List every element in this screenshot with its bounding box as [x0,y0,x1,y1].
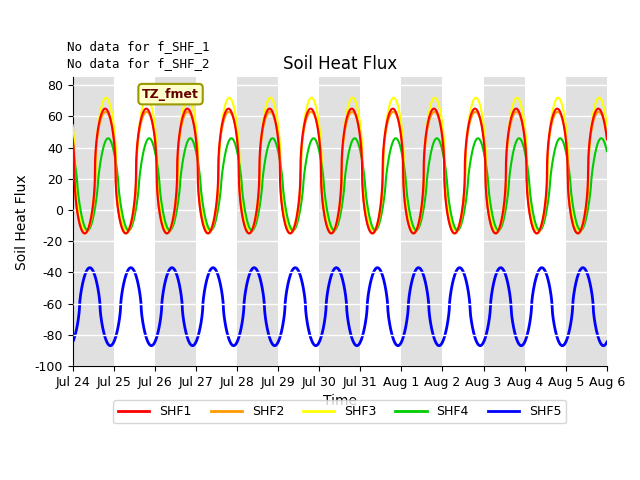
Text: No data for f_SHF_2: No data for f_SHF_2 [67,57,210,70]
Title: Soil Heat Flux: Soil Heat Flux [283,55,397,73]
Legend: SHF1, SHF2, SHF3, SHF4, SHF5: SHF1, SHF2, SHF3, SHF4, SHF5 [113,400,566,423]
Bar [401,77,442,366]
Bar [237,77,278,366]
Text: No data for f_SHF_1: No data for f_SHF_1 [67,40,210,53]
Y-axis label: Soil Heat Flux: Soil Heat Flux [15,174,29,269]
Text: TZ_fmet: TZ_fmet [142,88,199,101]
X-axis label: Time: Time [323,394,356,408]
Bar [73,77,114,366]
Bar [484,77,525,366]
Bar [319,77,360,366]
Bar [566,77,607,366]
Bar [155,77,196,366]
